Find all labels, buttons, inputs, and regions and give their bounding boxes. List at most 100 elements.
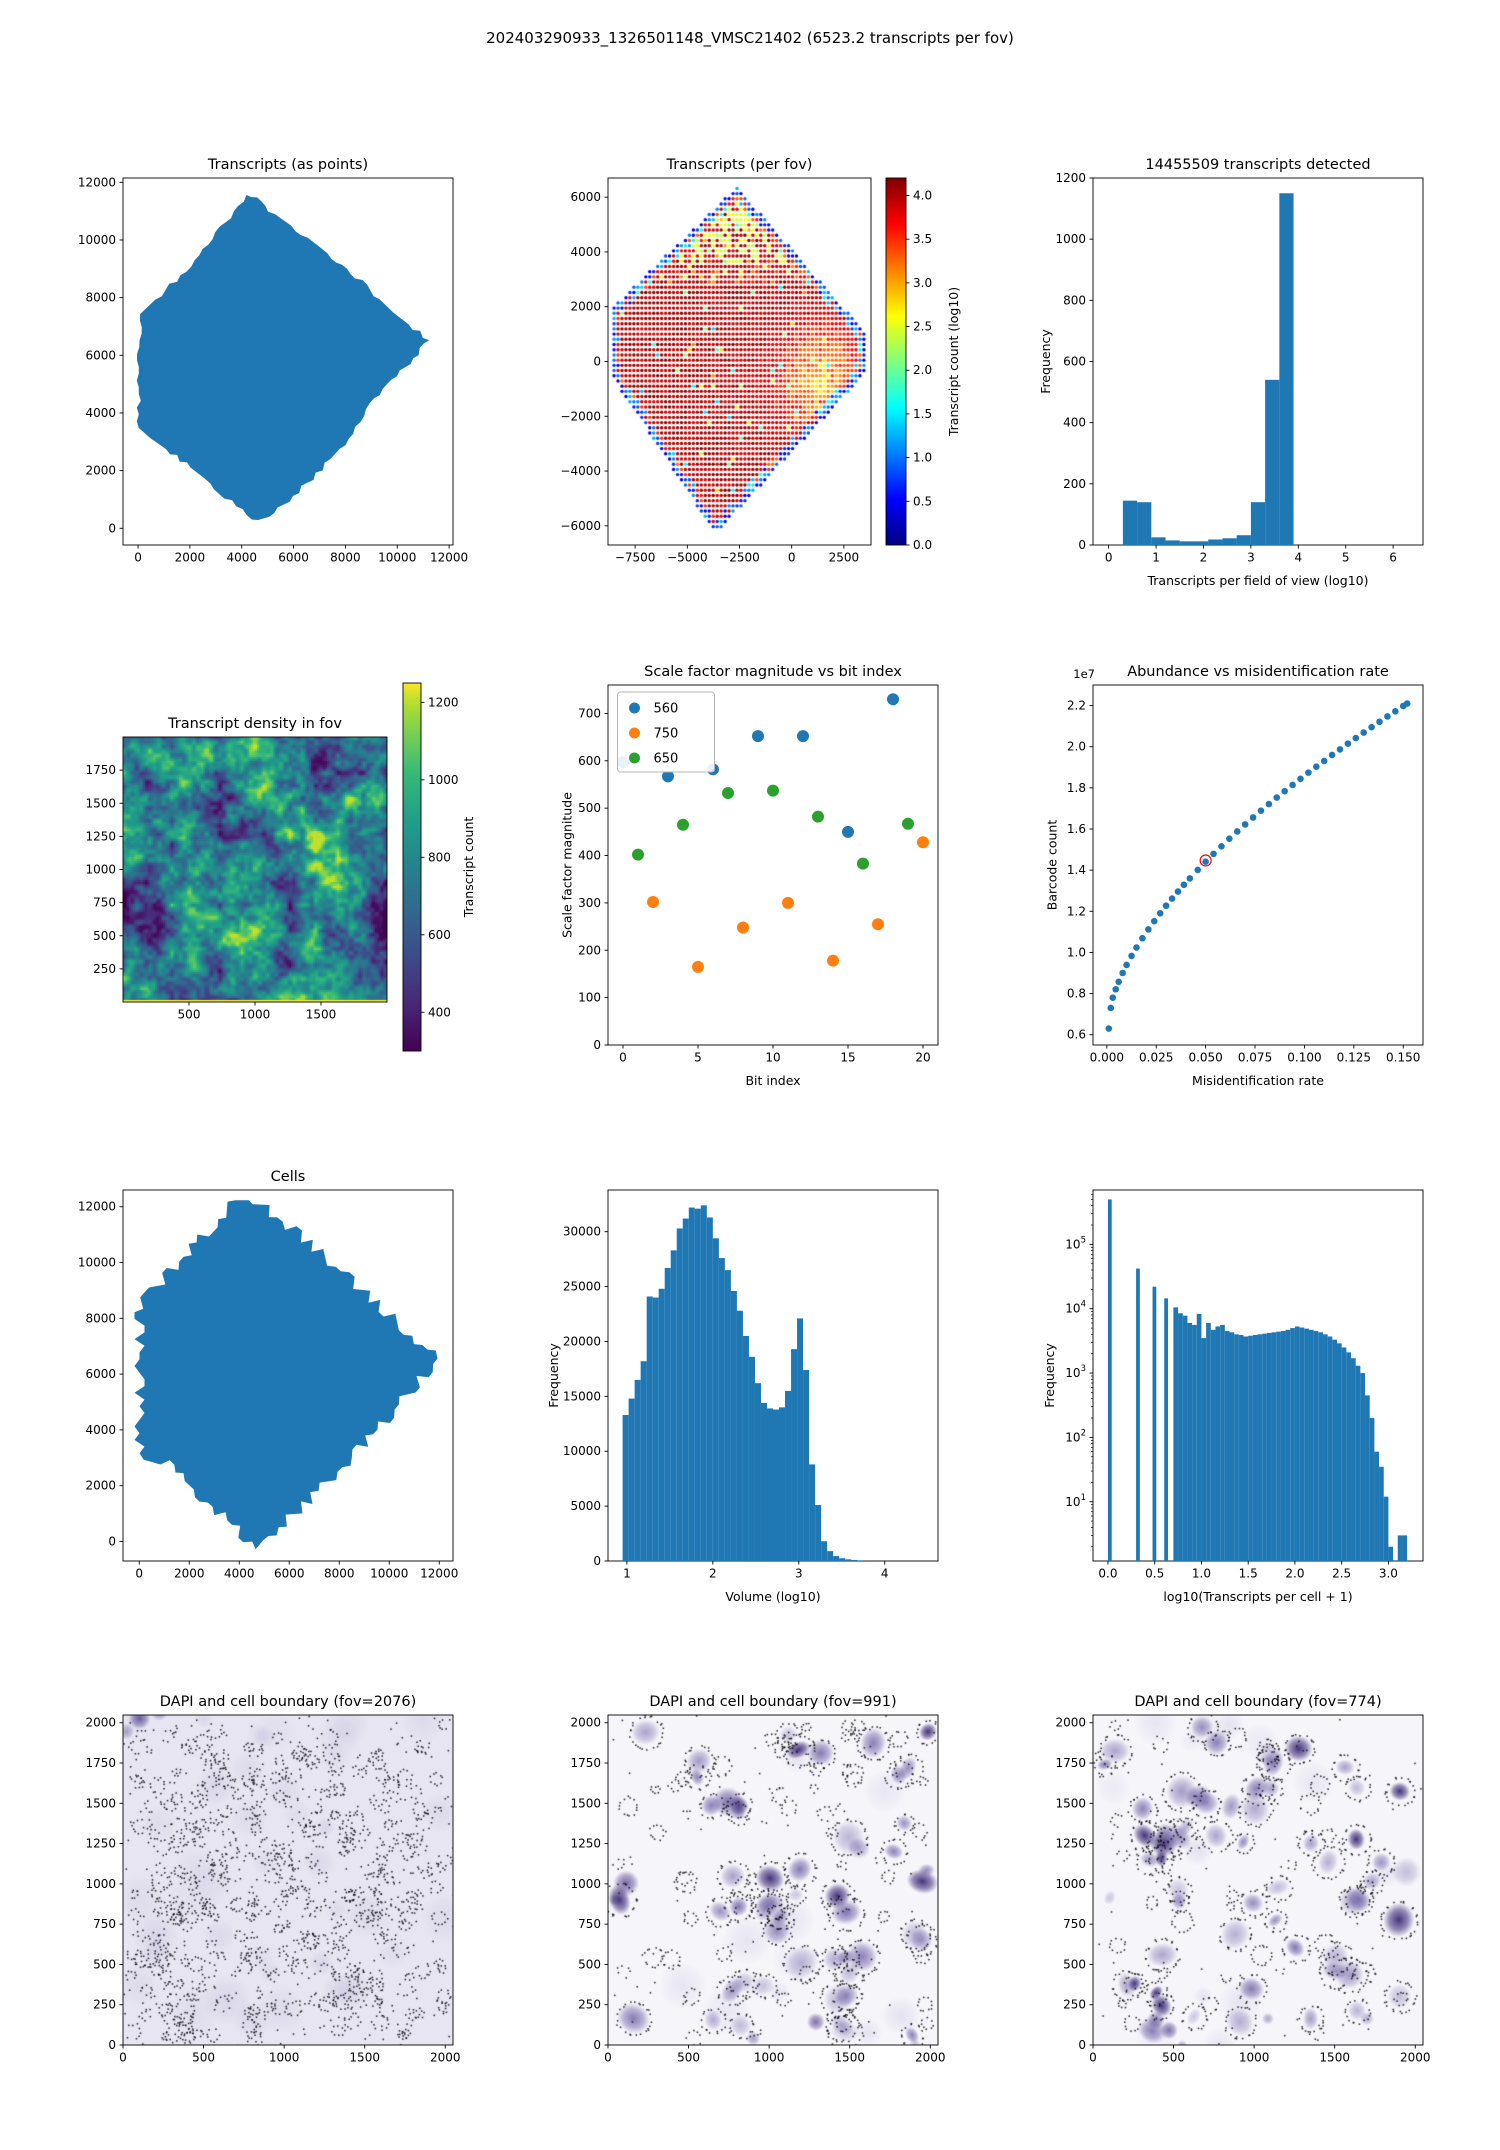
svg-text:Barcode count: Barcode count (1045, 820, 1060, 911)
svg-text:0.000: 0.000 (1090, 1051, 1124, 1065)
svg-text:750: 750 (1063, 1917, 1086, 1931)
svg-text:1000: 1000 (1055, 232, 1086, 246)
svg-text:500: 500 (93, 1957, 116, 1971)
svg-text:1000: 1000 (85, 863, 116, 877)
svg-text:Transcripts per field of view: Transcripts per field of view (log10) (1146, 573, 1368, 588)
svg-text:4000: 4000 (85, 406, 116, 420)
svg-text:600: 600 (1063, 355, 1086, 369)
svg-text:4000: 4000 (226, 551, 257, 565)
svg-text:0: 0 (788, 551, 796, 565)
svg-text:1.8: 1.8 (1067, 781, 1086, 795)
svg-text:500: 500 (192, 2051, 215, 2065)
svg-text:3: 3 (795, 1567, 803, 1581)
svg-text:8000: 8000 (85, 291, 116, 305)
svg-text:Frequency: Frequency (1042, 1343, 1057, 1408)
svg-text:Transcript count (log10): Transcript count (log10) (946, 287, 961, 437)
svg-text:5: 5 (1342, 551, 1350, 565)
p2-axes: −7500 −5000 −2500 0 2500 −6000 −4000 −2000 0 2000… (560, 157, 872, 565)
svg-text:700: 700 (578, 706, 601, 720)
svg-text:20000: 20000 (563, 1334, 601, 1348)
svg-text:25000: 25000 (563, 1280, 601, 1294)
svg-text:2500: 2500 (829, 551, 860, 565)
svg-text:10: 10 (765, 1051, 780, 1065)
svg-text:250: 250 (93, 962, 116, 976)
transcript-density-heatmap-image (123, 737, 387, 1002)
svg-text:2000: 2000 (570, 300, 601, 314)
svg-text:1.2: 1.2 (1067, 904, 1086, 918)
svg-text:750: 750 (654, 727, 679, 742)
svg-text:1750: 1750 (1055, 1756, 1086, 1770)
svg-text:1250: 1250 (570, 1837, 601, 1851)
svg-text:4000: 4000 (224, 1567, 255, 1581)
svg-text:2000: 2000 (174, 1567, 205, 1581)
svg-text:6000: 6000 (85, 1367, 116, 1381)
svg-text:0.8: 0.8 (1067, 987, 1086, 1001)
svg-text:400: 400 (578, 849, 601, 863)
svg-text:2.5: 2.5 (1332, 1567, 1351, 1581)
svg-text:0: 0 (593, 2038, 601, 2052)
svg-text:103: 103 (1065, 1364, 1086, 1380)
svg-text:1.0: 1.0 (1192, 1567, 1211, 1581)
p10-axes: 0 500 1000 1500 2000 0 250 500 750 1000 1250 1500 17… (85, 1694, 460, 2065)
svg-text:1750: 1750 (85, 1756, 116, 1770)
svg-text:−2500: −2500 (719, 551, 760, 565)
svg-text:0: 0 (619, 1051, 627, 1065)
figure-title: 202403290933_1326501148_VMSC21402 (6523.… (486, 29, 1014, 47)
svg-text:0.100: 0.100 (1287, 1051, 1321, 1065)
svg-text:30000: 30000 (563, 1225, 601, 1239)
svg-text:0: 0 (604, 2051, 612, 2065)
svg-text:2000: 2000 (570, 1716, 601, 1730)
svg-text:Cells: Cells (271, 1169, 306, 1185)
svg-text:1000: 1000 (1239, 2051, 1270, 2065)
svg-text:1e7: 1e7 (1073, 667, 1095, 681)
svg-text:0.150: 0.150 (1386, 1051, 1420, 1065)
svg-text:1000: 1000 (240, 1008, 271, 1022)
svg-text:0: 0 (135, 1567, 143, 1581)
svg-text:1250: 1250 (85, 829, 116, 843)
svg-text:4000: 4000 (570, 245, 601, 259)
p8-axes: 1 2 3 4 0 5000 10000 15000 20000 25000 30000 Volume… (546, 1189, 939, 1604)
svg-text:12000: 12000 (430, 551, 468, 565)
svg-text:100: 100 (578, 991, 601, 1005)
transcripts-per-fov-dot-image (608, 178, 871, 545)
svg-text:800: 800 (428, 850, 451, 864)
p2cb-colorbar: 0.0 0.5 1.0 1.5 2.0 2.5 3.0 3.5 4.0 Transcript co… (885, 177, 961, 552)
svg-text:0.075: 0.075 (1238, 1051, 1272, 1065)
svg-text:4: 4 (1294, 551, 1302, 565)
svg-text:1000: 1000 (754, 2051, 785, 2065)
svg-text:2000: 2000 (1055, 1716, 1086, 1730)
svg-text:6000: 6000 (274, 1567, 305, 1581)
svg-text:2000: 2000 (1400, 2051, 1431, 2065)
svg-text:200: 200 (1063, 477, 1086, 491)
svg-text:4: 4 (881, 1567, 889, 1581)
svg-text:2000: 2000 (85, 464, 116, 478)
svg-text:0: 0 (108, 521, 116, 535)
svg-text:0.5: 0.5 (1145, 1567, 1164, 1581)
svg-text:4000: 4000 (85, 1423, 116, 1437)
svg-text:600: 600 (428, 928, 451, 942)
svg-text:1500: 1500 (349, 2051, 380, 2065)
svg-text:DAPI and cell boundary (fov=99: DAPI and cell boundary (fov=991) (649, 1694, 896, 1710)
p1-axes: 0 2000 4000 6000 8000 10000 12000 0 2000 4000 6000… (78, 157, 468, 565)
svg-text:104: 104 (1065, 1300, 1086, 1316)
p9-axes: 0.0 0.5 1.0 1.5 2.0 2.5 3.0 101 102 103 104 105 log1… (1042, 1189, 1424, 1604)
svg-text:0: 0 (1105, 551, 1113, 565)
svg-text:Scale factor magnitude vs bit: Scale factor magnitude vs bit index (644, 664, 902, 680)
svg-text:12000: 12000 (78, 1200, 116, 1214)
svg-text:−2000: −2000 (560, 409, 601, 423)
svg-text:300: 300 (578, 896, 601, 910)
svg-text:800: 800 (1063, 293, 1086, 307)
svg-text:0.5: 0.5 (913, 494, 932, 508)
svg-text:250: 250 (1063, 1998, 1086, 2012)
svg-text:500: 500 (677, 2051, 700, 2065)
svg-text:1500: 1500 (834, 2051, 865, 2065)
svg-text:1250: 1250 (1055, 1837, 1086, 1851)
svg-text:1000: 1000 (269, 2051, 300, 2065)
svg-text:0: 0 (108, 1534, 116, 1548)
svg-text:3.0: 3.0 (913, 276, 932, 290)
svg-text:Volume (log10): Volume (log10) (725, 1589, 820, 1604)
svg-text:Misidentification rate: Misidentification rate (1192, 1073, 1324, 1088)
svg-text:750: 750 (93, 1917, 116, 1931)
